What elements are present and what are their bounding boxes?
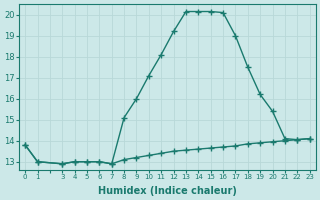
X-axis label: Humidex (Indice chaleur): Humidex (Indice chaleur): [98, 186, 237, 196]
